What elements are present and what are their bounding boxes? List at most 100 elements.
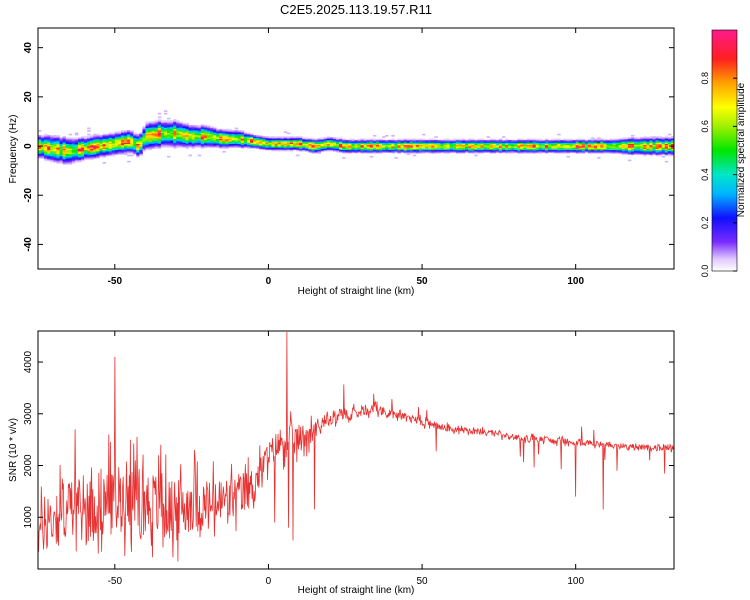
spectrogram-cell — [360, 143, 365, 146]
spectrogram-cell — [388, 144, 392, 147]
spectrogram-cell — [508, 143, 512, 146]
spectrogram-cell — [53, 159, 57, 162]
spectrogram-cell — [649, 136, 653, 138]
spectrogram-cell — [200, 127, 205, 130]
spectrogram-cell — [62, 155, 67, 158]
spectrogram-cell — [111, 139, 116, 142]
spectrogram-cell — [38, 153, 42, 156]
spectrogram-cell — [167, 132, 171, 135]
spectrogram-cell — [234, 141, 239, 143]
spectrogram-cell — [74, 141, 79, 143]
spectrogram-cell — [514, 139, 518, 142]
spectrogram-cell — [566, 138, 570, 141]
spectrogram-cell — [664, 141, 669, 143]
spectrogram-cell — [584, 146, 589, 148]
spectrogram-cell — [179, 138, 183, 141]
spectrogram-cell — [508, 148, 512, 151]
spectrogram-cell — [283, 139, 288, 142]
spectrogram-cell — [477, 138, 481, 141]
spectrogram-cell — [403, 138, 408, 141]
spectrogram-cell — [415, 138, 420, 141]
spectrogram-cell — [120, 150, 125, 153]
spectrogram-cell — [44, 133, 48, 136]
spectrogram-cell — [643, 142, 647, 144]
spectrogram-cell — [557, 148, 561, 151]
spectrogram-cell — [406, 146, 411, 148]
spectrogram-cell — [311, 149, 315, 152]
spectrogram-cell — [234, 142, 239, 144]
spectrogram-cell — [661, 138, 666, 141]
spectrogram-cell — [77, 152, 82, 154]
spectrogram-cell — [90, 143, 94, 146]
spectrogram-cell — [637, 149, 641, 152]
spectrogram-cell — [489, 149, 494, 152]
spectrogram-cell — [283, 141, 288, 143]
spectrogram-cell — [124, 144, 128, 147]
spectrogram-cell — [114, 142, 119, 144]
spectrogram-cell — [136, 139, 140, 142]
spectrogram-cell — [538, 152, 543, 154]
spectrogram-cell — [526, 147, 530, 149]
spectrogram-cell — [197, 144, 202, 147]
spectrogram-cell — [151, 133, 156, 136]
spectrogram-cell — [597, 148, 601, 151]
spectrogram-cell — [151, 121, 156, 124]
spectrogram-cell — [44, 136, 48, 138]
spectrogram-cell — [418, 141, 423, 143]
spectrogram-cell — [458, 148, 463, 151]
spectrogram-cell — [47, 157, 51, 159]
spectrogram-cell — [517, 138, 521, 141]
spectrogram-cell — [127, 154, 131, 157]
spectrogram-cell — [286, 137, 291, 140]
spectrogram-cell — [179, 139, 183, 142]
spectrogram-cell — [560, 146, 564, 148]
spectrogram-cell — [84, 154, 88, 157]
spectrogram-cell — [658, 146, 663, 148]
spectrogram-cell — [102, 150, 106, 153]
spectrogram-cell — [87, 127, 91, 130]
spectrogram-cell — [237, 146, 242, 148]
spectrogram-cell — [637, 139, 641, 142]
spectrogram-cell — [609, 138, 613, 141]
spectrogram-cell — [640, 142, 644, 144]
spectrogram-cell — [535, 144, 540, 147]
spectrogram-cell — [102, 147, 106, 149]
spectrogram-cell — [81, 158, 85, 160]
spectrogram-cell — [446, 150, 451, 153]
spectrogram-cell — [136, 134, 140, 137]
spectrogram-cell — [210, 134, 214, 137]
spectrogram-cell — [508, 146, 512, 148]
spectrogram-cell — [148, 132, 153, 135]
spectrogram-cell — [366, 150, 371, 153]
spectrogram-cell — [379, 143, 383, 146]
spectrogram-cell — [664, 153, 669, 156]
spectrogram-cell — [649, 141, 653, 143]
spectrogram-cell — [492, 143, 497, 146]
spectrogram-cell — [77, 141, 82, 143]
spectrogram-cell — [280, 143, 285, 146]
spectrogram-cell — [47, 159, 51, 162]
spectrogram-cell — [332, 139, 337, 142]
spectrogram-cell — [130, 139, 134, 142]
spectrogram-cell — [422, 152, 426, 154]
spectrogram-cell — [160, 134, 165, 137]
spectrogram-cell — [526, 149, 530, 152]
spectrogram-cell — [191, 130, 196, 132]
spectrogram-cell — [305, 146, 309, 148]
spectrogram-cell — [194, 143, 199, 146]
spectrogram-cell — [630, 146, 635, 148]
spectrogram-cell — [382, 148, 386, 151]
spectrogram-cell — [323, 147, 328, 149]
spectrogram-cell — [455, 152, 460, 154]
spectrogram-cell — [548, 141, 552, 143]
spectrogram-cell — [271, 136, 275, 138]
spectrogram-cell — [471, 144, 475, 147]
spectrogram-cell — [154, 142, 159, 144]
spectrogram-cell — [102, 153, 106, 156]
spectrogram-cell — [77, 159, 82, 162]
spectrogram-cell — [329, 148, 334, 151]
spectrogram-cell — [627, 159, 632, 162]
spectrogram-cell — [145, 123, 150, 126]
spectrogram-cell — [296, 139, 300, 142]
spectrogram-cell — [93, 147, 97, 149]
